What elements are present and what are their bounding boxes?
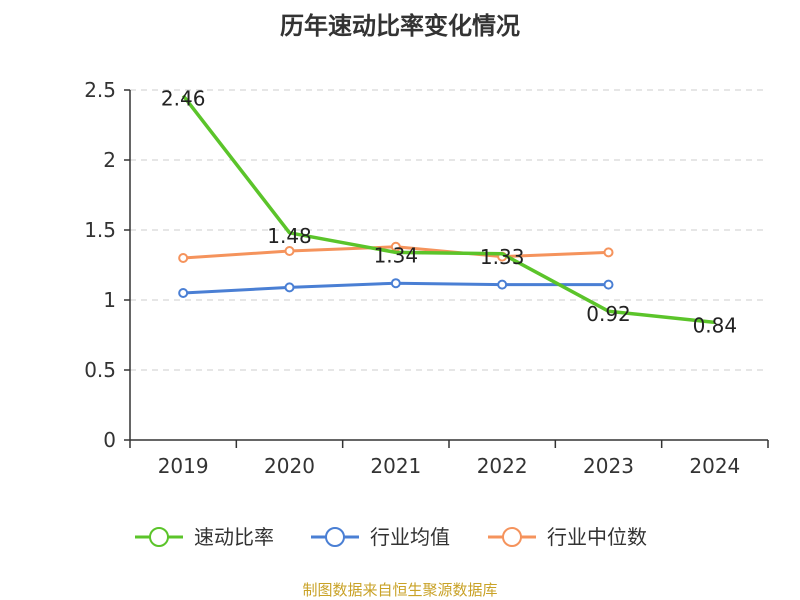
chart-title: 历年速动比率变化情况 <box>280 12 520 40</box>
series-group <box>178 94 716 325</box>
data-label: 2.46 <box>161 87 206 111</box>
data-point <box>390 278 401 289</box>
y-tick-label: 2.5 <box>84 78 116 102</box>
legend-marker <box>502 527 522 547</box>
data-labels: 2.46 1.48 1.34 1.33 0.92 0.84 <box>161 87 737 338</box>
legend-marker <box>149 527 169 547</box>
legend-label: 速动比率 <box>194 525 274 549</box>
x-tick-label: 2022 <box>477 454 528 478</box>
y-tick-label: 0 <box>103 428 116 452</box>
data-label: 1.48 <box>267 224 312 248</box>
legend-label: 行业中位数 <box>547 525 647 549</box>
legend: 速动比率 行业均值 行业中位数 <box>135 525 647 549</box>
x-tick-label: 2019 <box>158 454 209 478</box>
data-label: 1.34 <box>374 243 419 267</box>
data-point <box>284 282 295 293</box>
data-point <box>603 247 614 258</box>
axes: 0 0.5 1 1.5 2 2.5 2019 2020 2021 2022 2023 2024 <box>84 78 769 478</box>
data-point <box>178 253 189 263</box>
data-label: 0.92 <box>586 302 631 326</box>
data-point <box>284 246 295 256</box>
legend-label: 行业均值 <box>370 525 450 549</box>
y-tick-label: 0.5 <box>84 358 116 382</box>
series-line-0 <box>181 94 716 325</box>
legend-marker <box>325 527 345 547</box>
data-point <box>178 288 189 298</box>
x-tick-label: 2020 <box>264 454 315 478</box>
grid-lines <box>130 89 768 371</box>
data-point <box>603 279 614 290</box>
x-tick-label: 2023 <box>583 454 634 478</box>
y-tick-label: 1 <box>103 288 116 312</box>
x-tick-label: 2024 <box>689 454 740 478</box>
y-tick-label: 2 <box>103 148 116 172</box>
y-tick-label: 1.5 <box>84 218 116 242</box>
source-note: 制图数据来自恒生聚源数据库 <box>302 581 497 599</box>
data-label: 0.84 <box>693 313 738 337</box>
data-label: 1.33 <box>480 245 525 269</box>
data-point <box>497 279 508 290</box>
x-tick-label: 2021 <box>370 454 421 478</box>
